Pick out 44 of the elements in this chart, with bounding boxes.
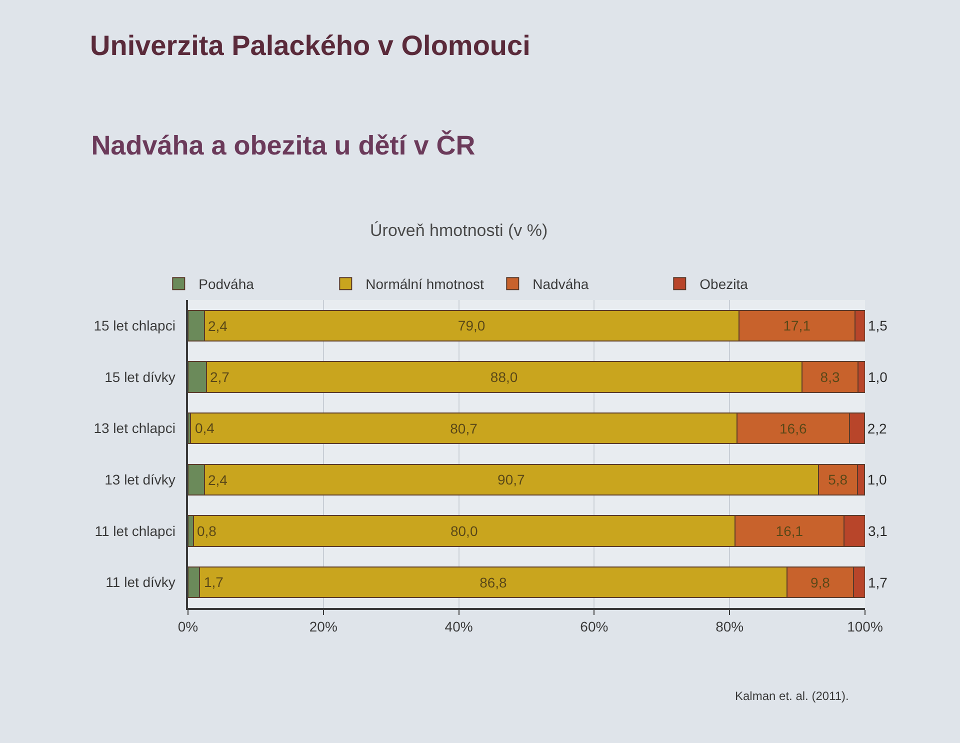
- data-label: 1,5: [868, 318, 888, 334]
- data-label: 8,3: [820, 369, 840, 385]
- legend-label: Podváha: [198, 276, 254, 292]
- y-tick-label: 15 let dívky: [104, 368, 176, 385]
- data-label: 1,0: [868, 369, 888, 385]
- data-label: 5,8: [828, 472, 848, 488]
- data-label: 80,7: [450, 420, 478, 436]
- data-label: 86,8: [480, 574, 508, 590]
- data-label: 0,8: [197, 523, 217, 539]
- data-label: 2,2: [867, 420, 887, 436]
- chart-title: Nadváha a obezita u dětí v ČR: [91, 129, 476, 160]
- data-label: 0,4: [195, 420, 215, 436]
- data-label: 1,7: [204, 574, 224, 590]
- legend-label: Nadváha: [532, 276, 589, 292]
- text: Univerzita Palackého v Olomouci: [90, 30, 530, 61]
- x-tick-label: 100%: [847, 618, 883, 635]
- data-label: 9,8: [810, 574, 830, 590]
- data-label: 16,6: [780, 420, 807, 436]
- data-label: 80,0: [450, 523, 478, 539]
- chart-subtitle: Úroveň hmotnosti (v %): [370, 221, 548, 240]
- data-label: 2,7: [210, 369, 230, 385]
- y-tick-label: 11 let chlapci: [94, 522, 176, 539]
- y-tick-label: 13 let chlapci: [94, 420, 176, 436]
- data-label: 79,0: [458, 318, 486, 334]
- legend-label: Obezita: [700, 276, 748, 292]
- x-tick-label: 40%: [444, 618, 473, 635]
- x-tick-label: 60%: [580, 618, 608, 635]
- y-tick-label: 15 let chlapci: [94, 318, 176, 334]
- data-label: 1,7: [868, 574, 888, 590]
- x-tick-label: 0%: [178, 618, 198, 635]
- data-label: 90,7: [498, 472, 525, 488]
- data-label: 17,1: [783, 318, 811, 334]
- x-tick-label: 20%: [309, 618, 338, 635]
- data-label: 2,4: [208, 472, 228, 488]
- data-label: 16,1: [776, 523, 804, 539]
- data-label: 3,1: [868, 523, 888, 539]
- data-label: 1,0: [867, 472, 887, 488]
- data-label: 88,0: [490, 369, 518, 385]
- text: Kalman et. al. (2011).: [735, 689, 849, 703]
- x-tick-label: 80%: [716, 618, 744, 635]
- y-tick-label: 13 let dívky: [104, 472, 176, 488]
- data-label: 2,4: [208, 318, 228, 334]
- y-tick-label: 11 let dívky: [106, 574, 176, 590]
- legend-label: Normální hmotnost: [366, 276, 484, 292]
